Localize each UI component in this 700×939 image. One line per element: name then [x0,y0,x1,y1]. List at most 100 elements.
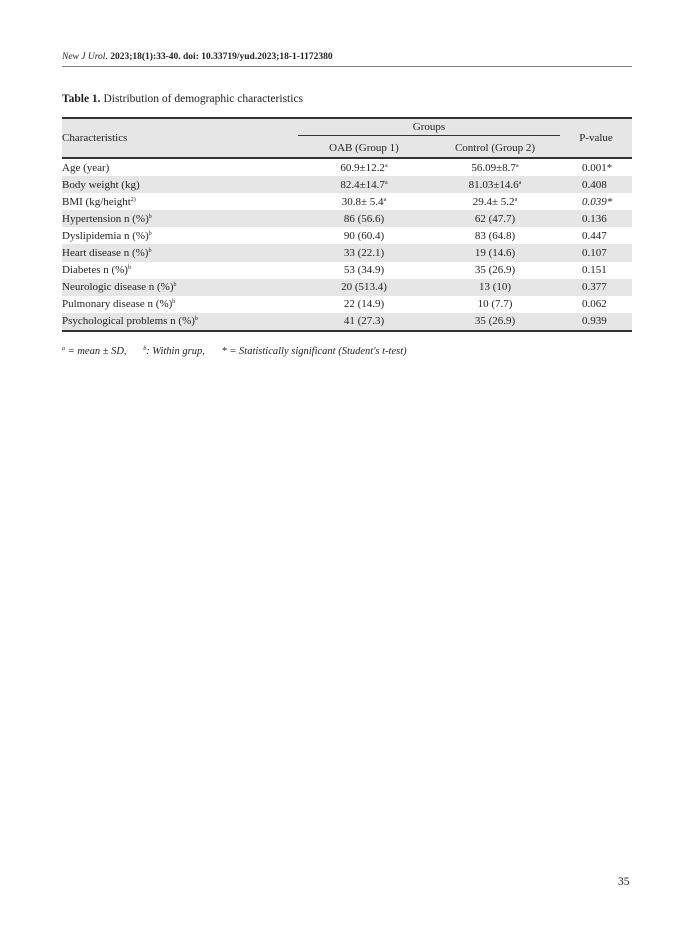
oab-value: 60.9±12.2a [298,158,430,176]
oab-value-text: 60.9±12.2 [340,161,385,174]
row-label: Body weight (kg) [62,176,298,193]
p-value-text: 0.151 [582,264,607,277]
table-row: Hypertension n (%)b 86 (56.6) 62 (47.7) 0.1… [62,210,632,228]
table-row: BMI (kg/height2) 30.8± 5.4a 29.4± 5.2a 0.03… [62,193,632,210]
control-value-text: 81.03±14.6 [468,178,519,191]
oab-value-text: 53 (34.9) [343,264,385,277]
control-value: 56.09±8.7a [430,158,560,176]
oab-value: 53 (34.9) [298,262,430,279]
oab-value-text: 20 (513.4) [341,281,387,294]
oab-value-text: 90 (60.4) [343,229,385,242]
table-caption: Table 1. Distribution of demographic cha… [62,93,303,105]
footnote-b-marker: b [143,346,147,352]
col-oab: OAB (Group 1) [329,141,399,154]
control-value-text: 13 (10) [478,281,512,294]
control-value-text: 56.09±8.7 [471,161,516,174]
row-label-text: Hypertension n (%) [62,212,149,225]
p-value: 0.408 [560,176,632,193]
table-row: Age (year) 60.9±12.2a 56.09±8.7a 0.001* [62,158,632,176]
p-value: 0.136 [560,210,632,227]
p-value: 0.151 [560,262,632,279]
running-header: New J Urol. 2023;18(1):33-40. doi: 10.33… [62,52,333,62]
oab-value-text: 30.8± 5.4 [341,195,384,208]
row-label-superscript: b [173,282,177,289]
control-value: 13 (10) [430,279,560,296]
col-groups: Groups [298,118,560,138]
oab-value-superscript: a [384,162,388,169]
p-value: 0.447 [560,227,632,244]
footnote-b: : Within grup, [146,346,205,357]
groups-label: Groups [298,121,560,136]
oab-value-superscript: a [383,196,387,203]
row-label-text: Neurologic disease n (%) [62,281,174,294]
table-row: Neurologic disease n (%)b 20 (513.4) 13 (1… [62,278,632,296]
p-value-text: 0.377 [582,281,607,294]
p-value: 0.001* [560,158,632,176]
oab-value-text: 22 (14.9) [343,298,385,311]
control-value-text: 35 (26.9) [474,264,516,277]
oab-value: 20 (513.4) [298,279,430,296]
oab-value: 33 (22.1) [298,244,430,261]
table-label: Table 1. [62,93,101,105]
col-control: Control (Group 2) [454,141,536,154]
control-value-text: 29.4± 5.2 [472,195,515,208]
table-row: Heart disease n (%)b 33 (22.1) 19 (14.6) 0.… [62,244,632,262]
row-label-superscript: b [172,299,176,306]
table-row: Diabetes n (%)b 53 (34.9) 35 (26.9) 0.151 [62,262,632,279]
p-value: 0.377 [560,279,632,296]
col-characteristics: Characteristics [62,132,128,144]
oab-value-text: 41 (27.3) [343,315,385,328]
row-label: Age (year) [62,158,298,176]
row-label-text: Diabetes n (%) [62,264,128,277]
p-value-text: 0.001* [582,161,613,174]
control-value: 83 (64.8) [430,227,560,244]
table-row: Psychological problems n (%)b 41 (27.3) 35… [62,312,632,331]
row-label: Pulmonary disease n (%)b [62,296,298,313]
table-title: Distribution of demographic characterist… [100,93,304,105]
footnote-a: = mean ± SD, [65,346,127,357]
footnote-star: * = Statistically significant (Student's… [221,346,407,357]
col-p-value: P-value [579,132,613,144]
oab-value-superscript: a [384,179,388,186]
p-value: 0.039* [560,193,632,210]
row-label-superscript: b [148,248,152,255]
footnote-a-marker: a [62,346,65,352]
p-value: 0.062 [560,296,632,313]
row-label: Psychological problems n (%)b [62,313,298,331]
p-value-text: 0.136 [582,212,607,225]
oab-value: 86 (56.6) [298,210,430,227]
oab-value-text: 33 (22.1) [343,247,385,260]
control-value: 35 (26.9) [430,262,560,279]
control-value-superscript: a [515,162,519,169]
oab-value: 90 (60.4) [298,227,430,244]
citation: 2023;18(1):33-40. doi: 10.33719/yud.2023… [110,52,333,62]
row-label-superscript: b [148,213,152,220]
oab-value: 41 (27.3) [298,313,430,331]
control-value-text: 35 (26.9) [474,315,516,328]
control-value-text: 10 (7.7) [477,298,513,311]
p-value: 0.939 [560,313,632,331]
table-row: Body weight (kg) 82.4±14.7a 81.03±14.6a 0.4… [62,176,632,194]
page-number: 35 [618,876,630,888]
p-value-text: 0.062 [582,298,607,311]
row-label-text: Pulmonary disease n (%) [62,298,173,311]
table-row: Dyslipidemia n (%)b 90 (60.4) 83 (64.8) 0.4… [62,227,632,244]
row-label-text: Heart disease n (%) [62,247,149,260]
oab-value-text: 82.4±14.7 [340,178,385,191]
oab-value: 30.8± 5.4a [298,193,430,210]
row-label: Heart disease n (%)b [62,244,298,261]
row-label-superscript: 2) [130,196,136,203]
p-value: 0.107 [560,244,632,261]
control-value-superscript: a [518,179,522,186]
control-value-text: 19 (14.6) [474,247,516,260]
table-body: Age (year) 60.9±12.2a 56.09±8.7a 0.001* Body… [62,158,632,331]
control-value-text: 62 (47.7) [474,212,516,225]
control-value: 29.4± 5.2a [430,193,560,210]
control-value: 19 (14.6) [430,244,560,261]
row-label-text: Body weight (kg) [62,178,140,191]
oab-value: 82.4±14.7a [298,176,430,193]
row-label: Hypertension n (%)b [62,210,298,227]
header-divider [62,66,632,67]
table-footnote: a = mean ± SD, b: Within grup, * = Stati… [62,346,421,357]
journal-name: New J Urol. [62,52,108,62]
